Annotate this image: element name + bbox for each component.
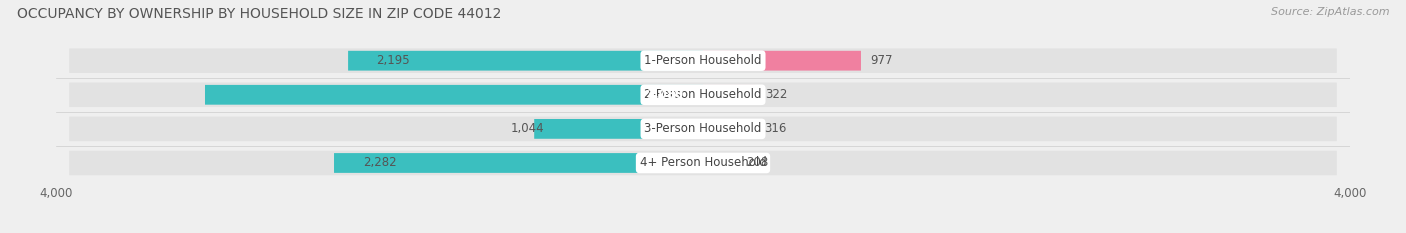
Text: 316: 316: [763, 122, 786, 135]
Text: Source: ZipAtlas.com: Source: ZipAtlas.com: [1271, 7, 1389, 17]
FancyBboxPatch shape: [69, 48, 1337, 73]
FancyBboxPatch shape: [703, 153, 737, 173]
Text: 3,080: 3,080: [647, 88, 683, 101]
Text: 2,282: 2,282: [364, 157, 396, 169]
Text: 4+ Person Household: 4+ Person Household: [640, 157, 766, 169]
Text: 977: 977: [870, 54, 893, 67]
FancyBboxPatch shape: [349, 51, 703, 71]
Text: 1-Person Household: 1-Person Household: [644, 54, 762, 67]
FancyBboxPatch shape: [703, 119, 754, 139]
FancyBboxPatch shape: [335, 153, 703, 173]
Text: 3-Person Household: 3-Person Household: [644, 122, 762, 135]
Text: 1,044: 1,044: [510, 122, 544, 135]
FancyBboxPatch shape: [703, 85, 755, 105]
Text: OCCUPANCY BY OWNERSHIP BY HOUSEHOLD SIZE IN ZIP CODE 44012: OCCUPANCY BY OWNERSHIP BY HOUSEHOLD SIZE…: [17, 7, 502, 21]
FancyBboxPatch shape: [69, 116, 1337, 141]
FancyBboxPatch shape: [534, 119, 703, 139]
Text: 2-Person Household: 2-Person Household: [644, 88, 762, 101]
FancyBboxPatch shape: [703, 51, 860, 71]
Text: 2,195: 2,195: [377, 54, 411, 67]
Text: 208: 208: [747, 157, 769, 169]
FancyBboxPatch shape: [69, 82, 1337, 107]
FancyBboxPatch shape: [69, 151, 1337, 175]
Text: 322: 322: [765, 88, 787, 101]
FancyBboxPatch shape: [205, 85, 703, 105]
